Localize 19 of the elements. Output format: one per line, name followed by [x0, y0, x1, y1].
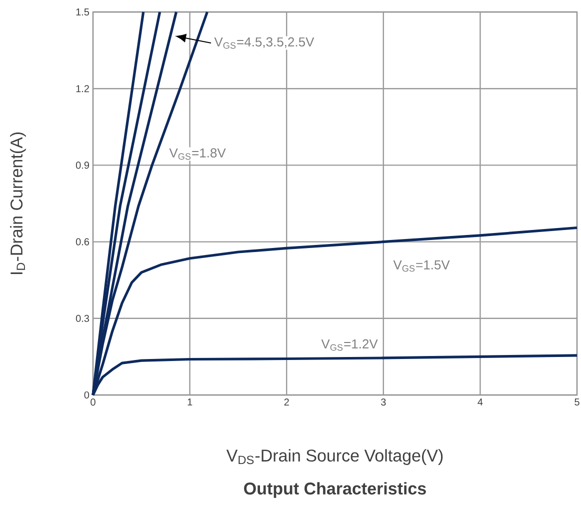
y-tick-label: 0.6	[76, 238, 90, 246]
y-tick-label: 1.5	[76, 8, 90, 16]
x-axis-title: V$_{DS}$-Drain Source Voltage(V)	[226, 449, 443, 465]
annotation: V$_{GS}$=1.8V	[169, 148, 226, 160]
x-tick-label: 3	[380, 398, 386, 406]
annotation: V$_{GS}$=1.2V	[321, 339, 378, 351]
y-tick-label: 0	[84, 391, 90, 399]
x-tick-label: 0	[90, 398, 96, 406]
x-tick-label: 4	[478, 398, 483, 406]
y-tick-label: 0.9	[76, 162, 90, 169]
y-axis-title: I$_{D}$-Drain Current(A)	[10, 132, 26, 274]
y-tick-label: 0.3	[76, 314, 90, 322]
y-tick-label: 1.2	[76, 85, 89, 92]
x-tick-label: 2	[284, 398, 289, 406]
x-tick-label: 1	[188, 398, 192, 406]
x-tick-label: 5	[574, 398, 580, 406]
annotation: V$_{GS}$=1.5V	[393, 260, 450, 272]
annotation: V$_{GS}$=4.5,3.5,2.5V	[214, 37, 314, 49]
text: Output Characteristics	[244, 482, 426, 498]
